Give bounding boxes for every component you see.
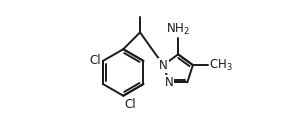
Text: Cl: Cl [90, 54, 101, 67]
Text: Cl: Cl [125, 98, 136, 111]
Text: N: N [159, 59, 168, 72]
Text: N: N [165, 76, 173, 89]
Text: NH$_2$: NH$_2$ [166, 22, 190, 37]
Text: CH$_3$: CH$_3$ [209, 58, 233, 73]
